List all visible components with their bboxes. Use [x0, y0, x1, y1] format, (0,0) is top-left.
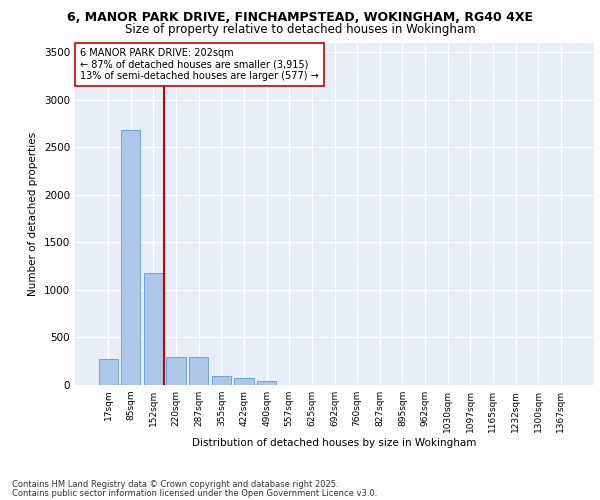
- Bar: [235, 378, 254, 385]
- Text: Contains HM Land Registry data © Crown copyright and database right 2025.: Contains HM Land Registry data © Crown c…: [12, 480, 338, 489]
- Bar: [144, 272, 163, 385]
- Text: 6 MANOR PARK DRIVE: 202sqm
← 87% of detached houses are smaller (3,915)
13% of s: 6 MANOR PARK DRIVE: 202sqm ← 87% of deta…: [80, 48, 319, 81]
- Y-axis label: Number of detached properties: Number of detached properties: [28, 132, 38, 296]
- Bar: [257, 380, 276, 385]
- Bar: [189, 358, 208, 385]
- Text: Size of property relative to detached houses in Wokingham: Size of property relative to detached ho…: [125, 22, 475, 36]
- Bar: [166, 357, 186, 385]
- X-axis label: Distribution of detached houses by size in Wokingham: Distribution of detached houses by size …: [193, 438, 476, 448]
- Text: 6, MANOR PARK DRIVE, FINCHAMPSTEAD, WOKINGHAM, RG40 4XE: 6, MANOR PARK DRIVE, FINCHAMPSTEAD, WOKI…: [67, 11, 533, 24]
- Text: Contains public sector information licensed under the Open Government Licence v3: Contains public sector information licen…: [12, 488, 377, 498]
- Bar: [98, 360, 118, 385]
- Bar: [212, 376, 231, 385]
- Bar: [121, 130, 140, 385]
